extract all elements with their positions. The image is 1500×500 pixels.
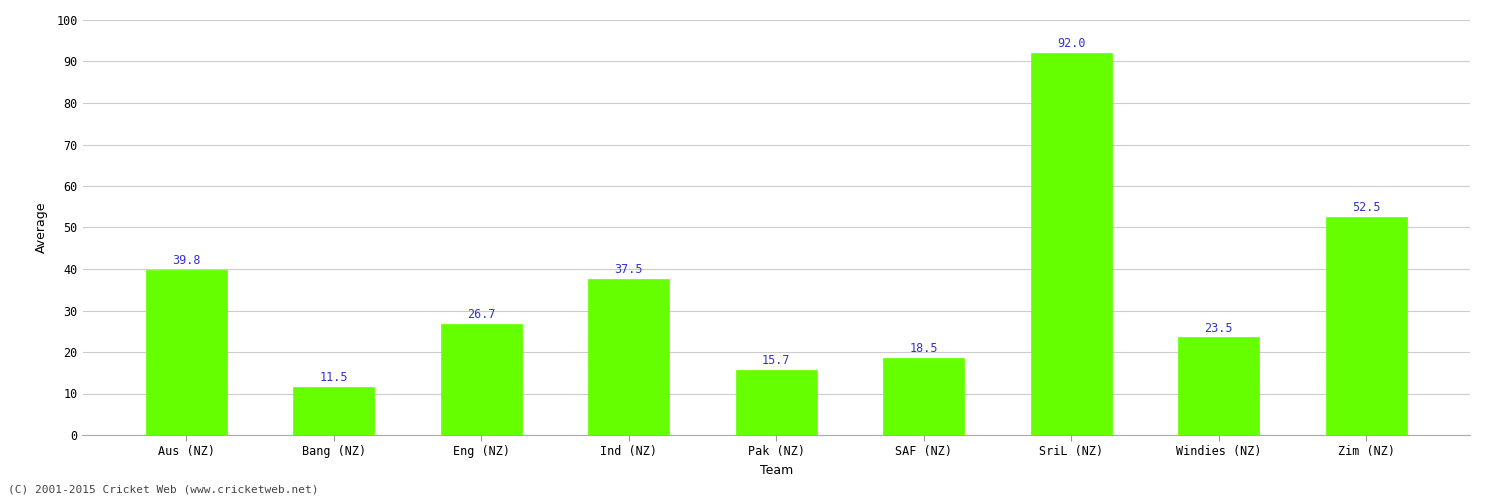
Bar	[588, 280, 669, 435]
Text: 18.5: 18.5	[909, 342, 938, 355]
Text: 39.8: 39.8	[172, 254, 201, 267]
Text: 23.5: 23.5	[1204, 322, 1233, 334]
Bar	[1326, 217, 1407, 435]
X-axis label: Team: Team	[759, 464, 794, 477]
Bar	[1030, 53, 1112, 435]
Bar	[146, 270, 226, 435]
Bar	[1179, 338, 1260, 435]
Text: 52.5: 52.5	[1352, 201, 1380, 214]
Text: 15.7: 15.7	[762, 354, 790, 367]
Text: 26.7: 26.7	[466, 308, 495, 322]
Text: 11.5: 11.5	[320, 372, 348, 384]
Text: 37.5: 37.5	[615, 264, 644, 276]
Text: 92.0: 92.0	[1058, 38, 1086, 51]
Bar	[884, 358, 965, 435]
Bar	[441, 324, 522, 435]
Bar	[735, 370, 818, 435]
Y-axis label: Average: Average	[34, 202, 48, 253]
Text: (C) 2001-2015 Cricket Web (www.cricketweb.net): (C) 2001-2015 Cricket Web (www.cricketwe…	[8, 485, 318, 495]
Bar	[292, 388, 374, 435]
